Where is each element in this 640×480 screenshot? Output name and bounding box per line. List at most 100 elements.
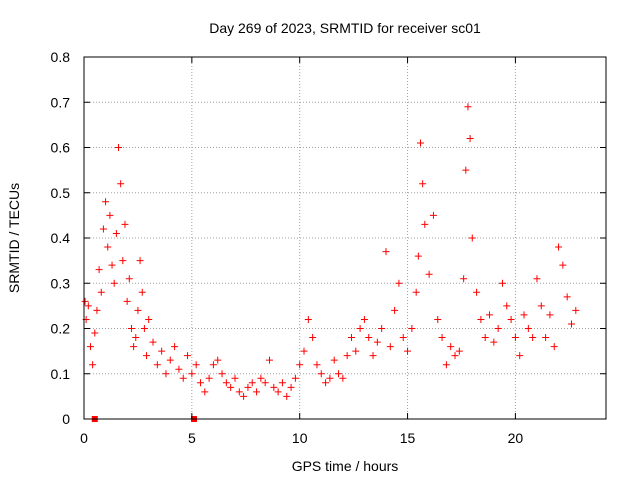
data-point [451,352,459,360]
data-point [507,315,515,323]
data-point [296,361,304,369]
data-point [93,306,101,314]
data-point [209,361,217,369]
data-point [145,315,153,323]
data-point [138,288,146,296]
data-point [460,275,468,283]
data-point [494,325,502,332]
data-point [196,379,204,387]
data-point [473,288,481,296]
x-tick-label: 0 [80,430,88,446]
y-tick-label: 0.6 [51,140,71,156]
x-tick-label: 15 [400,430,416,446]
data-point [125,275,133,283]
data-point [339,374,347,382]
data-point [429,211,437,219]
data-point [455,347,463,355]
data-point [248,379,256,387]
data-point [227,383,235,391]
data-point [201,388,209,396]
data-point [322,379,330,387]
data-point [360,315,368,323]
data-point [356,325,364,332]
data-point [149,338,157,346]
data-point [498,279,506,287]
data-point [524,325,532,332]
data-point [95,266,103,274]
data-point [171,343,179,351]
data-point [240,392,248,400]
data-point [112,229,120,237]
data-point [481,334,489,342]
grid-lines [84,57,606,419]
data-point [546,311,554,319]
data-point [442,361,450,369]
y-tick-label: 0.8 [51,49,71,65]
data-point [143,352,151,360]
x-tick-label: 20 [508,430,524,446]
data-point [132,334,140,342]
data-point [421,220,429,228]
data-point [235,388,243,396]
y-tick-label: 0.7 [51,94,71,110]
data-point [104,243,112,251]
data-point [162,370,170,378]
data-point [291,374,299,382]
data-point [115,144,123,151]
data-point [343,352,351,360]
y-axis-label: SRMTID / TECUs [6,183,22,293]
data-point [386,343,394,351]
data-point [121,220,129,228]
data-point [464,103,472,111]
data-point [533,275,541,283]
data-point [270,383,278,391]
y-tick-label: 0.2 [51,321,71,337]
data-point [136,257,144,265]
data-point [313,361,321,369]
y-tick-label: 0.1 [51,366,71,382]
data-point [278,379,286,387]
data-point [550,343,558,351]
data-point [81,297,89,305]
y-tick-label: 0.4 [51,230,71,246]
data-point [91,329,99,337]
data-point [231,374,239,382]
data-point [419,180,427,188]
data-point [300,347,308,355]
data-point [555,243,563,251]
data-point [123,297,131,305]
data-point [218,370,226,378]
data-point [529,334,537,342]
x-tick-label: 5 [188,430,196,446]
data-point [503,302,511,310]
data-point [134,306,142,314]
data-point [283,392,291,400]
data-point [153,361,161,369]
data-point [110,279,118,287]
data-point [287,383,295,391]
data-point [326,374,334,382]
data-point [486,311,494,319]
data-point [414,252,422,260]
data-point [274,388,282,396]
data-point [257,374,265,382]
data-point [205,374,213,382]
data-point [192,361,200,369]
data-point [253,388,261,396]
data-points [81,103,580,400]
data-point [408,325,416,332]
data-point [378,325,386,332]
data-point [382,248,390,256]
data-point [352,347,360,355]
data-point [490,338,498,346]
data-point [412,288,420,296]
y-tick-label: 0 [62,411,70,427]
data-point [520,311,528,319]
chart-title: Day 269 of 2023, SRMTID for receiver sc0… [209,20,481,36]
data-point [89,361,97,369]
data-point [416,139,424,147]
data-point [86,343,94,351]
data-point [97,288,105,296]
data-point [188,370,196,378]
